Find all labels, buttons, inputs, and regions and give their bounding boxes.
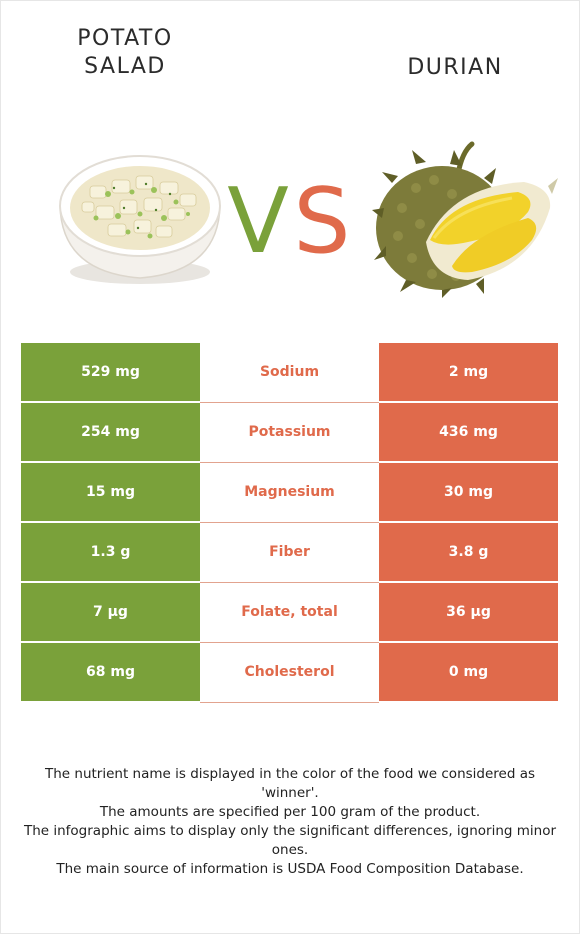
right-value-cell: 3.8 g — [379, 522, 558, 583]
table-row: 1.3 g Fiber 3.8 g — [21, 522, 558, 583]
durian-image — [372, 141, 558, 298]
nutrient-name-cell: Fiber — [200, 522, 379, 583]
vs-label: V S — [227, 169, 350, 270]
footer-note-significant-differences: The infographic aims to display only the… — [23, 823, 557, 858]
table-row: 529 mg Sodium 2 mg — [21, 343, 558, 403]
nutrient-name-cell: Sodium — [200, 343, 379, 403]
vs-letter-s: S — [293, 169, 350, 270]
table-row: 68 mg Cholesterol 0 mg — [21, 642, 558, 703]
left-value-cell: 68 mg — [21, 642, 200, 703]
left-value-cell: 254 mg — [21, 402, 200, 463]
vs-letter-v: V — [227, 169, 289, 270]
right-value-cell: 436 mg — [379, 402, 558, 463]
footer-notes: The nutrient name is displayed in the co… — [20, 765, 560, 879]
table-row: 254 mg Potassium 436 mg — [21, 402, 558, 463]
table-row: 7 µg Folate, total 36 µg — [21, 582, 558, 643]
right-value-cell: 0 mg — [379, 642, 558, 703]
left-food-title-line1: POTATO — [77, 26, 173, 51]
right-value-cell: 30 mg — [379, 462, 558, 523]
footer-note-data-source: The main source of information is USDA F… — [56, 861, 524, 877]
left-food-title-line2: SALAD — [84, 54, 166, 79]
left-value-cell: 7 µg — [21, 582, 200, 643]
left-value-cell: 529 mg — [21, 343, 200, 403]
nutrient-name-cell: Folate, total — [200, 582, 379, 643]
left-food-title: POTATO SALAD — [40, 25, 210, 81]
nutrient-name-cell: Cholesterol — [200, 642, 379, 703]
right-value-cell: 2 mg — [379, 343, 558, 403]
nutrient-comparison-table: 529 mg Sodium 2 mg 254 mg Potassium 436 … — [21, 343, 558, 703]
left-value-cell: 15 mg — [21, 462, 200, 523]
potato-salad-image — [59, 155, 221, 284]
footer-note-winner-color: The nutrient name is displayed in the co… — [44, 766, 536, 801]
nutrient-name-cell: Potassium — [200, 402, 379, 463]
right-food-title: DURIAN — [407, 55, 503, 80]
left-value-cell: 1.3 g — [21, 522, 200, 583]
nutrient-name-cell: Magnesium — [200, 462, 379, 523]
right-value-cell: 36 µg — [379, 582, 558, 643]
footer-note-per-100g: The amounts are specified per 100 gram o… — [99, 804, 481, 820]
table-row: 15 mg Magnesium 30 mg — [21, 462, 558, 523]
